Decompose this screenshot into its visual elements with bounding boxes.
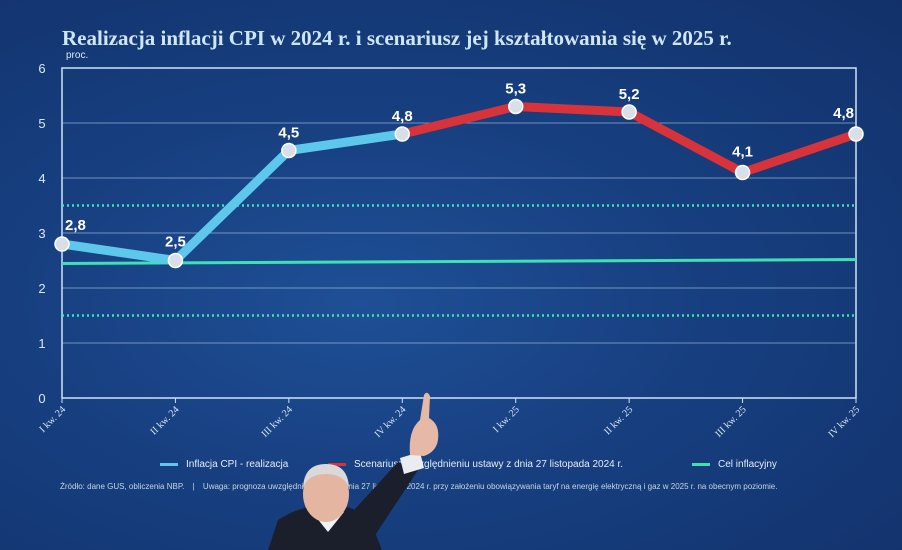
data-point-s0-1: [167, 252, 184, 269]
series-line-0: [57, 129, 407, 265]
data-point-s1-5: [621, 104, 637, 120]
chart-title: Realizacja inflacji CPI w 2024 r. i scen…: [62, 26, 732, 50]
legend-label-target: Cel inflacyjny: [718, 459, 777, 470]
legend-item-realization: Inflacja CPI - realizacja: [160, 459, 288, 470]
y-tick-5: 5: [38, 116, 45, 131]
target-line: [61, 258, 857, 265]
chart-footer: Źródło: dane GUS, obliczenia NBP. | Uwag…: [60, 482, 870, 491]
data-label-s0-1: 2,5: [165, 234, 186, 251]
legend-label-realization: Inflacja CPI - realizacja: [186, 459, 289, 470]
data-label-s1-7: 4,8: [833, 105, 854, 122]
legend-item-target: Cel inflacyjny: [692, 459, 777, 470]
y-tick-0: 0: [38, 391, 45, 406]
y-tick-2: 2: [38, 281, 45, 296]
speaker-cuff: [400, 452, 424, 474]
footer-separator: |: [192, 482, 195, 491]
data-label-s1-4: 5,3: [505, 81, 526, 98]
speaker-arm: [345, 462, 418, 540]
data-label-s0-2: 4,5: [278, 125, 299, 142]
data-label-s0-3: 4,8: [392, 108, 413, 125]
legend-swatch-realization: [160, 463, 178, 466]
speaker-hand: [409, 392, 439, 456]
data-point-s1-4: [507, 98, 524, 115]
legend-label-scenario: Scenariusz uwzględnieniu ustawy z dnia 2…: [354, 459, 624, 470]
y-tick-6: 6: [38, 61, 45, 76]
legend-item-scenario: Scenariusz uwzględnieniu ustawy z dnia 2…: [328, 459, 623, 470]
footer-source: Źródło: dane GUS, obliczenia NBP.: [60, 482, 185, 491]
data-label-s1-6: 4,1: [732, 144, 753, 161]
y-tick-1: 1: [38, 336, 45, 351]
data-point-s0-2: [281, 142, 297, 159]
data-point-s0-0: [54, 236, 70, 252]
data-point-s0-3: [394, 126, 411, 142]
data-label-s1-5: 5,2: [619, 86, 640, 103]
legend-swatch-scenario: [328, 463, 346, 466]
y-tick-4: 4: [38, 171, 45, 186]
speaker-head: [303, 466, 349, 522]
data-point-s1-6: [734, 164, 751, 181]
speaker-hair: [303, 464, 349, 488]
y-axis-unit: proc.: [66, 50, 88, 61]
y-tick-3: 3: [38, 226, 45, 241]
footer-note: Uwaga: prognoza uwzględnia ustawę z dnia…: [202, 482, 778, 491]
legend-swatch-target: [692, 463, 710, 466]
data-point-s1-7: [848, 126, 864, 142]
data-label-s0-0: 2,8: [65, 217, 86, 234]
